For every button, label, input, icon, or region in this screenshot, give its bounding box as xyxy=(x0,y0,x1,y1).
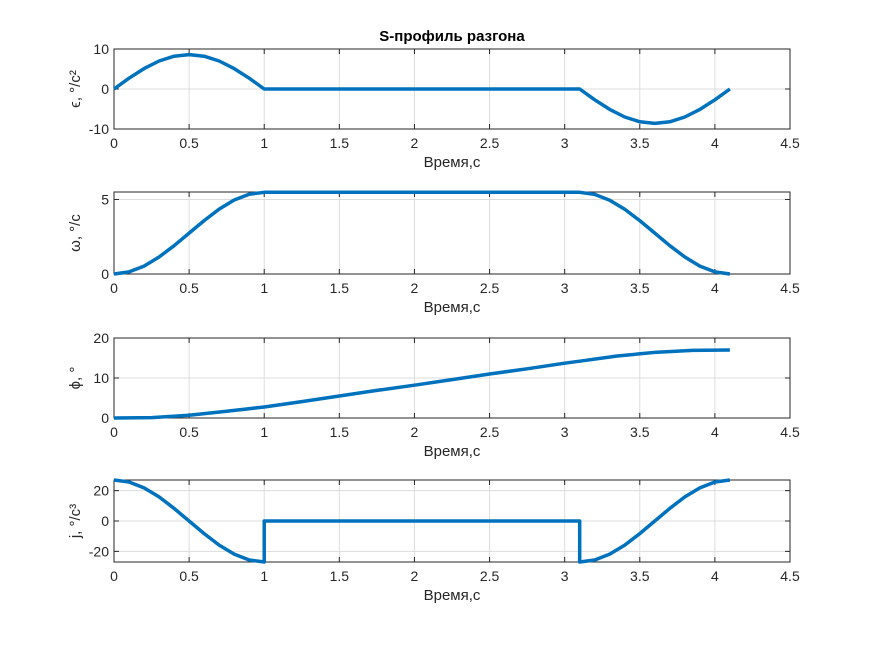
x-tick-label: 2.5 xyxy=(480,424,500,440)
y-axis-label: ϕ, ° xyxy=(67,367,84,390)
x-tick-label: 2 xyxy=(411,568,419,584)
x-tick-label: 4 xyxy=(711,135,719,151)
series-line xyxy=(113,348,730,420)
x-tick-label: 4.5 xyxy=(780,280,800,296)
x-tick-label: 0 xyxy=(110,280,118,296)
x-tick-label: 0.5 xyxy=(179,424,199,440)
x-tick-label: 2.5 xyxy=(480,135,500,151)
x-tick-label: 1 xyxy=(260,135,268,151)
x-axis-label: Время,с xyxy=(424,154,481,171)
x-tick-label: 1 xyxy=(260,280,268,296)
x-tick-label: 2.5 xyxy=(480,280,500,296)
x-tick-label: 2 xyxy=(411,135,419,151)
x-tick-label: 1.5 xyxy=(330,280,350,296)
y-tick-label: 10 xyxy=(93,41,109,57)
x-tick-label: 3 xyxy=(561,568,569,584)
x-tick-label: 2 xyxy=(411,424,419,440)
y-tick-label: 5 xyxy=(101,191,109,207)
y-tick-label: 0 xyxy=(101,266,109,282)
x-tick-label: 0.5 xyxy=(179,568,199,584)
x-tick-label: 4.5 xyxy=(780,424,800,440)
x-tick-label: 4 xyxy=(711,424,719,440)
x-tick-label: 4.5 xyxy=(780,568,800,584)
subplot-3: 0 0.5 1 1.5 2 2.5 3 3.5 4 4.5 0 10 20 Время,с ϕ, ° xyxy=(67,330,800,460)
y-tick-label: 20 xyxy=(93,483,109,499)
x-tick-label: 0 xyxy=(110,135,118,151)
x-tick-label: 3 xyxy=(561,280,569,296)
y-tick-label: 0 xyxy=(101,81,109,97)
x-tick-label: 1 xyxy=(260,568,268,584)
x-tick-label: 4 xyxy=(711,280,719,296)
x-tick-label: 2 xyxy=(411,280,419,296)
x-tick-label: 2.5 xyxy=(480,568,500,584)
subplot-2: 0 0.5 1 1.5 2 2.5 3 3.5 4 4.5 0 5 Время,с ω, °/c xyxy=(67,190,800,316)
x-tick-label: 4.5 xyxy=(780,135,800,151)
series-line xyxy=(113,478,731,564)
x-tick-label: 3.5 xyxy=(630,280,650,296)
y-axis-label: ϵ, °/c² xyxy=(67,70,84,108)
x-tick-label: 1.5 xyxy=(330,135,350,151)
x-tick-label: 3 xyxy=(561,424,569,440)
x-tick-label: 3.5 xyxy=(630,424,650,440)
y-tick-label: -10 xyxy=(89,121,109,137)
series-line xyxy=(112,52,731,126)
x-tick-label: 1.5 xyxy=(330,568,350,584)
x-tick-label: 0.5 xyxy=(179,280,199,296)
x-tick-label: 0 xyxy=(110,424,118,440)
x-tick-label: 0.5 xyxy=(179,135,199,151)
y-tick-label: 0 xyxy=(101,513,109,529)
y-tick-label: -20 xyxy=(89,543,109,559)
x-axis-label: Время,с xyxy=(424,443,481,460)
y-axis-label: ω, °/c xyxy=(67,214,84,252)
y-axis-label: j, °/c³ xyxy=(67,504,84,539)
x-tick-label: 4 xyxy=(711,568,719,584)
x-tick-label: 3.5 xyxy=(630,135,650,151)
y-tick-label: 10 xyxy=(93,370,109,386)
x-tick-label: 1 xyxy=(260,424,268,440)
series-line xyxy=(113,190,731,276)
x-tick-label: 3.5 xyxy=(630,568,650,584)
x-tick-label: 1.5 xyxy=(330,424,350,440)
x-tick-label: 0 xyxy=(110,568,118,584)
y-tick-label: 0 xyxy=(101,410,109,426)
x-tick-label: 3 xyxy=(561,135,569,151)
x-axis-label: Время,с xyxy=(424,299,481,316)
plot-area xyxy=(114,192,790,274)
chart-title: S-профиль разгона xyxy=(379,28,525,45)
x-axis-label: Время,с xyxy=(424,587,481,604)
y-tick-label: 20 xyxy=(93,330,109,346)
